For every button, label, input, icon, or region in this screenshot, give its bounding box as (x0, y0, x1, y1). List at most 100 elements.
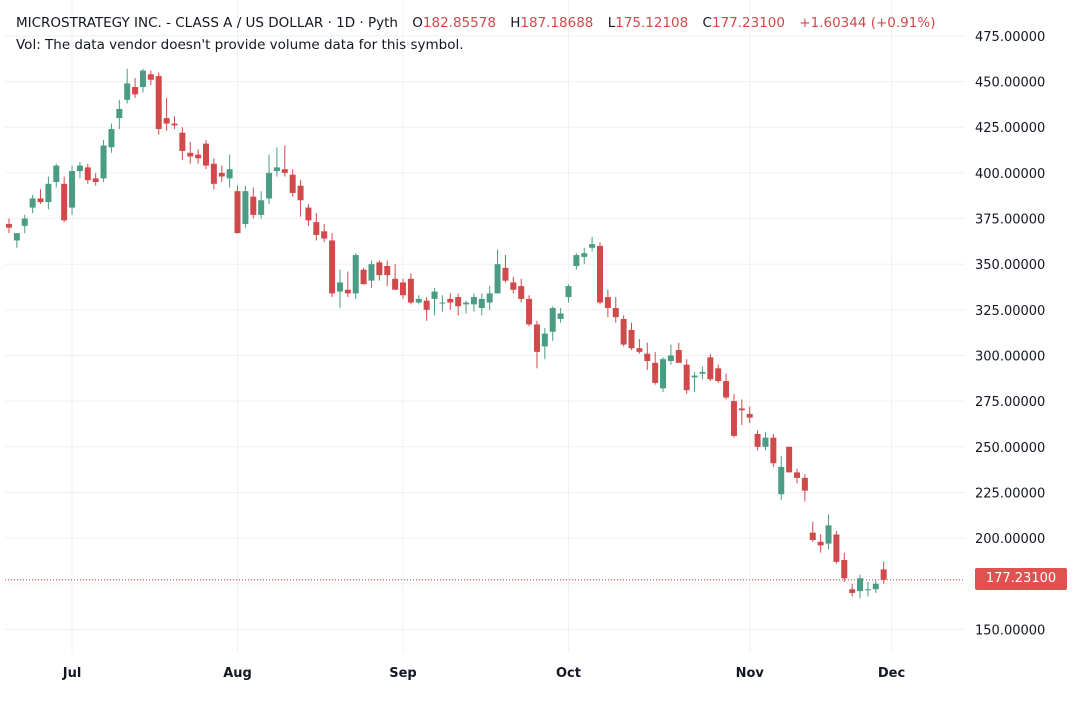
candle (533, 320, 540, 369)
candle-body (297, 185, 304, 201)
candle-body (360, 269, 367, 285)
candle (431, 287, 438, 316)
candle-body (730, 401, 737, 436)
candle-body (108, 129, 115, 148)
candle-body (660, 359, 667, 389)
candle (400, 278, 406, 299)
candle-body (415, 298, 422, 303)
x-tick-label: Sep (389, 666, 417, 681)
candle (604, 289, 611, 318)
candle (494, 249, 501, 294)
candle (258, 191, 265, 219)
candle (53, 163, 60, 188)
y-tick-label: 450.00000 (975, 76, 1045, 91)
candle-body (857, 578, 864, 592)
candle-body (439, 302, 446, 304)
x-tick-label: Aug (223, 666, 252, 681)
candle (273, 147, 280, 177)
candle-body (667, 355, 674, 361)
candle-body (644, 353, 651, 361)
candle (76, 161, 83, 179)
x-axis: Jul Aug Sep Oct Nov Dec (62, 666, 905, 681)
candle (368, 260, 375, 288)
candle (526, 295, 533, 327)
candle (786, 446, 793, 473)
candle (864, 581, 871, 597)
candle (801, 474, 808, 502)
y-tick-label: 475.00000 (975, 30, 1045, 45)
chart-legend: MICROSTRATEGY INC. - CLASS A / US DOLLAR… (16, 12, 935, 56)
candle-body (675, 350, 682, 363)
candle (463, 300, 470, 314)
candle-body (76, 165, 83, 172)
y-tick-label: 200.00000 (975, 532, 1045, 547)
volume-note: Vol: The data vendor doesn't provide vol… (16, 37, 464, 53)
candle-body (352, 255, 359, 294)
candles (6, 68, 887, 599)
candle (329, 233, 336, 298)
candle-body (723, 381, 730, 398)
candle (478, 293, 485, 316)
symbol-title[interactable]: MICROSTRATEGY INC. - CLASS A / US DOLLAR… (16, 15, 398, 31)
candle-body (699, 371, 706, 374)
candle-body (368, 264, 375, 281)
candle (69, 165, 76, 215)
candle (486, 286, 493, 310)
candle-body (770, 437, 777, 464)
candle (455, 293, 462, 316)
candle (597, 242, 603, 305)
y-tick-label: 300.00000 (975, 350, 1045, 365)
candle-body (400, 282, 406, 296)
candle (37, 189, 44, 204)
candle (872, 580, 879, 593)
candle-body (612, 308, 619, 318)
candle (675, 342, 682, 363)
candle (297, 180, 304, 217)
candle (502, 255, 509, 283)
candle-body (825, 525, 832, 544)
candle (132, 77, 139, 99)
candle-body (234, 191, 241, 234)
candle (825, 514, 832, 550)
candle-body (242, 191, 249, 225)
candle (565, 284, 572, 303)
candle (809, 521, 816, 542)
high-value: 187.18688 (520, 15, 594, 31)
candle-body (794, 472, 800, 478)
candle-body (336, 282, 343, 292)
candle-body (683, 364, 690, 391)
candle-body (518, 286, 525, 299)
candle (305, 203, 312, 226)
candle (384, 260, 391, 287)
candle-body (604, 297, 611, 309)
candle-body (407, 278, 414, 303)
y-tick-label: 350.00000 (975, 258, 1045, 273)
candle (195, 149, 202, 164)
candle-body (801, 477, 808, 491)
candle (573, 253, 580, 270)
candle (652, 351, 659, 385)
candle (707, 353, 714, 382)
candle (266, 154, 273, 204)
high-key: H (510, 15, 521, 31)
candle-body (754, 434, 761, 447)
candle-body (628, 329, 635, 349)
candle (203, 140, 209, 170)
candle (730, 393, 737, 438)
candle-body (329, 240, 336, 294)
candle-body (179, 132, 186, 151)
x-tick-label: Oct (556, 666, 581, 681)
candle-body (494, 264, 501, 294)
candle-body (557, 313, 564, 319)
candle (683, 359, 690, 394)
candle-body (478, 298, 485, 309)
candle-body (463, 302, 470, 305)
candle-body (620, 318, 627, 345)
candle (171, 116, 178, 130)
candle (738, 399, 745, 425)
candle (660, 357, 667, 393)
candle (557, 308, 564, 323)
candle-body (313, 222, 320, 235)
candle-body (778, 466, 785, 495)
